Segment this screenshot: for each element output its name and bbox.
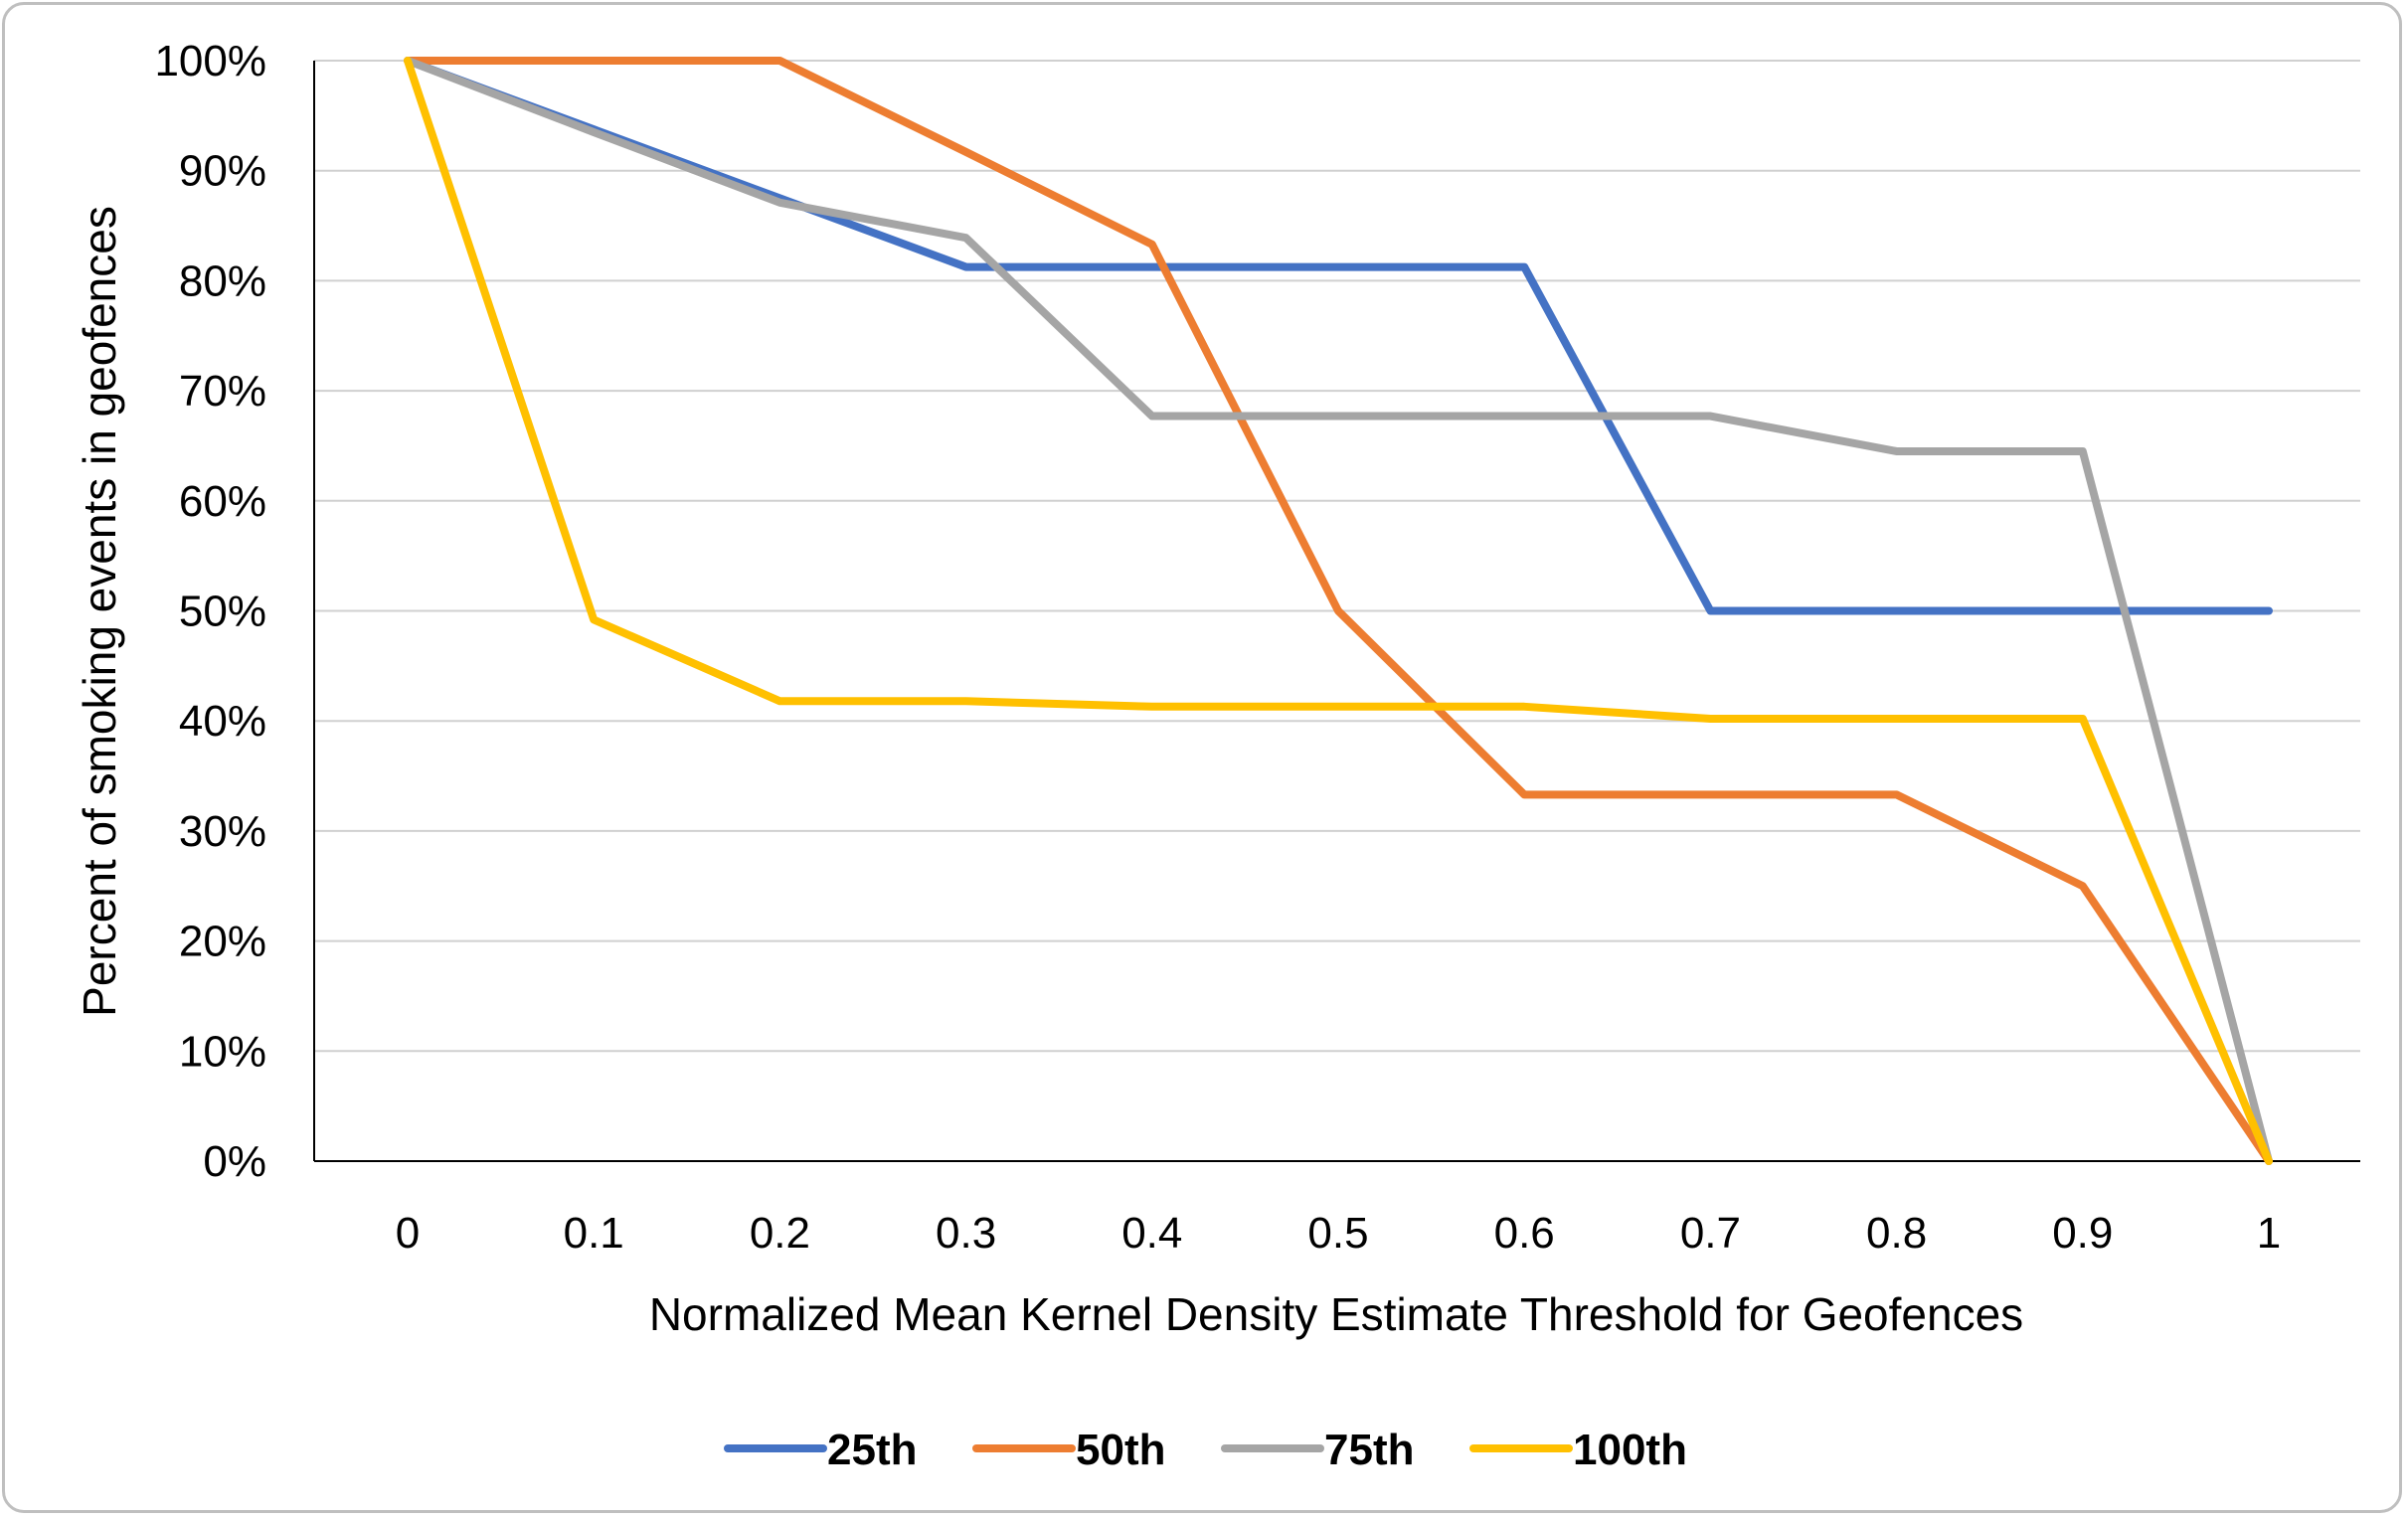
y-tick-labels: 0% 10% 20% 30% 40% 50% 60% 70% 80% 90% 100% — [154, 37, 266, 1186]
x-tick-label: 0.9 — [2052, 1209, 2113, 1258]
legend-item-50th: 50th — [972, 1426, 1165, 1474]
y-tick-label: 70% — [179, 367, 266, 416]
y-tick-label: 80% — [179, 256, 266, 305]
x-tick-label: 0.7 — [1680, 1209, 1741, 1258]
y-tick-label: 60% — [179, 477, 266, 526]
x-tick-labels: 0 0.1 0.2 0.3 0.4 0.5 0.6 0.7 0.8 0.9 1 — [396, 1209, 2281, 1258]
y-tick-label: 100% — [154, 37, 266, 85]
series-line-50th — [404, 57, 2273, 1165]
legend: 25th 50th 75th 100th — [724, 1426, 1687, 1474]
x-tick-label: 0.4 — [1121, 1209, 1182, 1258]
axes — [313, 61, 2360, 1162]
line-chart: 0% 10% 20% 30% 40% 50% 60% 70% 80% 90% 100% 0 0.1 0.… — [74, 37, 2360, 1474]
legend-item-25th: 25th — [724, 1426, 917, 1474]
gridlines — [314, 60, 2360, 1053]
y-tick-label: 0% — [203, 1137, 266, 1186]
y-tick-label: 30% — [179, 807, 266, 856]
x-tick-label: 0 — [396, 1209, 420, 1258]
legend-label: 75th — [1324, 1426, 1414, 1474]
series-lines — [404, 57, 2273, 1165]
legend-item-75th: 75th — [1221, 1426, 1414, 1474]
y-tick-label: 10% — [179, 1027, 266, 1076]
legend-label: 50th — [1076, 1426, 1165, 1474]
legend-label: 100th — [1573, 1426, 1687, 1474]
x-axis-title: Normalized Mean Kernel Density Estimate … — [649, 1288, 2023, 1340]
x-tick-label: 0.3 — [936, 1209, 996, 1258]
legend-item-100th: 100th — [1469, 1426, 1687, 1474]
y-tick-label: 20% — [179, 918, 266, 966]
x-tick-label: 0.2 — [750, 1209, 810, 1258]
x-tick-label: 0.6 — [1494, 1209, 1555, 1258]
x-tick-label: 1 — [2257, 1209, 2281, 1258]
y-axis-title: Percent of smoking events in geofences — [74, 206, 125, 1017]
x-tick-label: 0.1 — [564, 1209, 624, 1258]
y-tick-label: 50% — [179, 588, 266, 636]
series-line-75th — [404, 57, 2273, 1165]
legend-label: 25th — [827, 1426, 917, 1474]
y-tick-label: 40% — [179, 697, 266, 746]
series-line-100th — [404, 57, 2273, 1165]
x-tick-label: 0.8 — [1866, 1209, 1927, 1258]
y-tick-label: 90% — [179, 147, 266, 196]
series-line-25th — [404, 57, 2273, 615]
x-tick-label: 0.5 — [1307, 1209, 1368, 1258]
